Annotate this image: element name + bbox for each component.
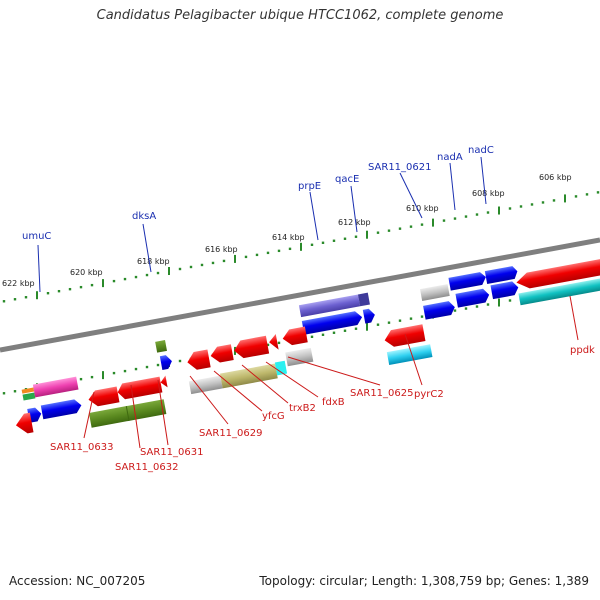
gene-feature[interactable] [232, 335, 270, 360]
kbp-label: 606 kbp [539, 173, 572, 182]
gene-feature[interactable] [159, 354, 173, 370]
gene-feature[interactable] [209, 344, 234, 364]
kbp-label: 612 kbp [338, 218, 371, 227]
gene-feature[interactable] [186, 349, 211, 372]
gene-feature[interactable] [22, 392, 36, 401]
gene-label-SAR11_0629[interactable]: SAR11_0629 [199, 428, 263, 439]
gene-feature[interactable] [268, 333, 279, 351]
gene-feature-fdxB[interactable] [285, 347, 314, 367]
gene-feature-SAR11_0621[interactable] [420, 284, 450, 301]
accession-text: Accession: NC_007205 [9, 574, 146, 588]
gene-label-prpE[interactable]: prpE [298, 181, 321, 192]
gene-label-dksA[interactable]: dksA [132, 211, 156, 222]
kbp-label: 622 kbp [2, 279, 35, 288]
forward-strand-features [21, 256, 600, 423]
gene-feature-pyrC2[interactable] [383, 324, 426, 348]
forward-gene-labels: umuC dksA prpE qacE SAR11_0621 nadA nadC [22, 145, 494, 242]
gene-label-SAR11_0633[interactable]: SAR11_0633 [50, 442, 114, 453]
gene-feature[interactable] [455, 288, 490, 308]
genome-backbone [0, 237, 600, 353]
gene-feature[interactable] [160, 375, 168, 389]
gene-label-pyrC2[interactable]: pyrC2 [414, 389, 444, 400]
gene-label-SAR11_0632[interactable]: SAR11_0632 [115, 462, 179, 473]
gene-feature[interactable] [40, 398, 83, 420]
gene-label-trxB2[interactable]: trxB2 [289, 403, 316, 414]
gene-label-ppdk[interactable]: ppdk [570, 345, 595, 356]
kbp-label: 618 kbp [137, 257, 170, 266]
kbp-label: 616 kbp [205, 245, 238, 254]
map-title: Candidatus Pelagibacter ubique HTCC1062,… [96, 8, 504, 23]
reverse-strand-features [14, 326, 314, 436]
topology-text: Topology: circular; Length: 1,308,759 bp… [259, 574, 589, 588]
gene-feature-umuC[interactable] [32, 376, 79, 398]
kbp-label: 610 kbp [406, 204, 439, 213]
gene-feature-prpE[interactable] [298, 294, 361, 318]
gene-feature[interactable] [518, 274, 600, 306]
kbp-label: 620 kbp [70, 268, 103, 277]
gene-feature[interactable] [386, 344, 433, 365]
gene-feature[interactable] [362, 308, 376, 324]
gene-feature-trxB2[interactable] [274, 360, 288, 376]
gene-label-SAR11_0625[interactable]: SAR11_0625 [350, 388, 414, 399]
gene-label-fdxB[interactable]: fdxB [322, 397, 345, 408]
gene-feature-dksA[interactable] [155, 340, 167, 353]
kbp-label: 608 kbp [472, 189, 505, 198]
gene-feature[interactable] [116, 376, 163, 401]
kbp-scale: 622 kbp 620 kbp 618 kbp 616 kbp 614 kbp … [2, 173, 572, 288]
gene-feature-SAR11_0629[interactable] [188, 375, 223, 395]
gene-feature-qacE[interactable] [357, 292, 370, 307]
gene-feature[interactable] [87, 386, 120, 408]
gene-feature-ppdk[interactable] [515, 256, 600, 291]
gene-label-nadA[interactable]: nadA [437, 152, 463, 163]
gene-feature[interactable] [423, 300, 456, 320]
gene-feature-nadA[interactable] [448, 271, 487, 291]
label-leaders [37, 156, 579, 449]
gene-feature-yfcG[interactable] [219, 363, 278, 389]
gene-label-yfcG[interactable]: yfcG [262, 411, 285, 422]
kbp-label: 614 kbp [272, 233, 305, 242]
gene-feature[interactable] [301, 310, 364, 335]
gene-feature[interactable] [14, 412, 34, 436]
gene-feature-nadC[interactable] [484, 265, 519, 284]
gene-label-SAR11_0621[interactable]: SAR11_0621 [368, 162, 432, 173]
gene-label-SAR11_0631[interactable]: SAR11_0631 [140, 447, 204, 458]
gene-feature[interactable] [281, 326, 308, 347]
gene-label-qacE[interactable]: qacE [335, 174, 359, 185]
gene-label-umuC[interactable]: umuC [22, 231, 51, 242]
reverse-gene-labels: SAR11_0633 SAR11_0631 SAR11_0632 SAR11_0… [50, 345, 595, 473]
outer-tick-track [2, 191, 600, 303]
gene-label-nadC[interactable]: nadC [468, 145, 494, 156]
gene-feature[interactable] [21, 387, 35, 394]
gene-feature[interactable] [490, 280, 519, 300]
